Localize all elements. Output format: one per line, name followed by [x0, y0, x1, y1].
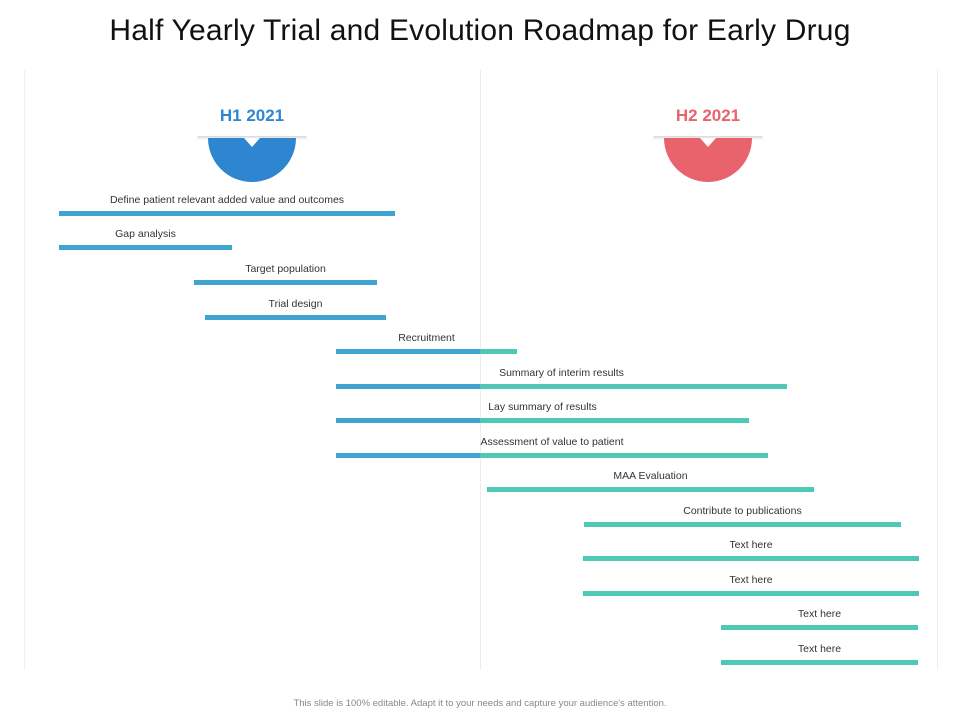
roadmap-frame: [24, 70, 938, 670]
task-label: MAA Evaluation: [613, 470, 688, 482]
task-bar-h1: [336, 384, 480, 389]
task-bar-h1: [59, 245, 232, 250]
task-label: Text here: [729, 539, 773, 551]
task-label: Gap analysis: [115, 228, 176, 240]
task-label: Text here: [797, 643, 842, 655]
task-label: Text here: [797, 608, 842, 620]
task-bar-h2: [583, 556, 919, 561]
task-label: Text here: [729, 574, 773, 586]
period-h2-notch: [700, 138, 716, 147]
task-bar-h2: [480, 418, 749, 423]
task-label: Assessment of value to patient: [480, 436, 624, 448]
task-label: Contribute to publications: [683, 505, 802, 517]
task-bar-h2: [583, 591, 919, 596]
task-bar-h1: [336, 453, 480, 458]
page-title: Half Yearly Trial and Evolution Roadmap …: [109, 14, 851, 47]
task-bar-h2: [480, 384, 787, 389]
task-bar-h2: [487, 487, 814, 492]
task-label: Trial design: [268, 298, 323, 310]
task-label: Target population: [245, 263, 326, 275]
task-bar-h1: [59, 211, 395, 216]
footer-note: This slide is 100% editable. Adapt it to…: [293, 698, 667, 709]
task-label: Summary of interim results: [499, 367, 624, 379]
task-bar-h1: [336, 418, 480, 423]
task-bar-h2: [721, 660, 918, 665]
task-bar-h1: [194, 280, 377, 285]
task-bar-h2: [721, 625, 918, 630]
task-label: Lay summary of results: [488, 401, 597, 413]
period-label-h1: H1 2021: [219, 106, 285, 125]
half-divider: [480, 70, 481, 670]
task-label: Define patient relevant added value and …: [109, 194, 345, 206]
task-bar-h1: [336, 349, 480, 354]
task-bar-h2: [480, 349, 517, 354]
task-bar-h1: [205, 315, 386, 320]
task-bar-h2: [584, 522, 901, 527]
period-h1-notch: [244, 138, 260, 147]
task-bar-h2: [480, 453, 768, 458]
period-label-h2: H2 2021: [675, 106, 741, 125]
task-label: Recruitment: [398, 332, 455, 344]
